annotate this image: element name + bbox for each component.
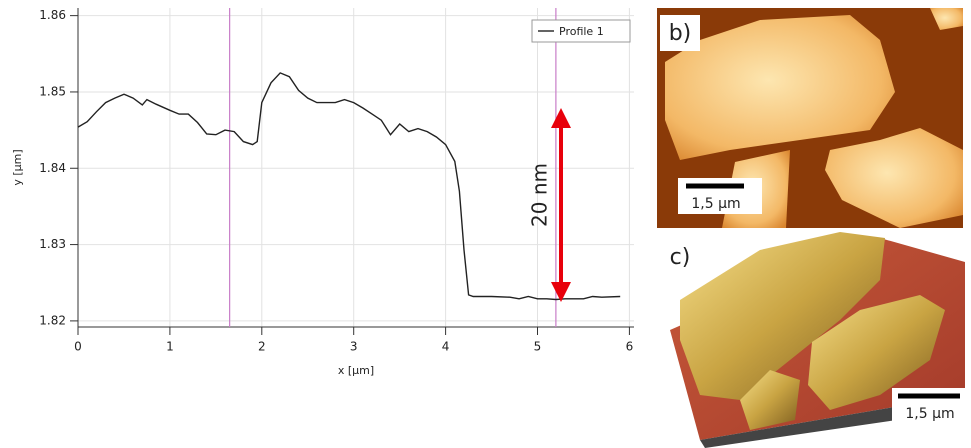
x-tick-label: 6 [626, 340, 634, 354]
x-tick-label: 2 [258, 340, 266, 354]
y-tick-label: 1.82 [39, 313, 66, 327]
y-tick-label: 1.86 [39, 8, 66, 22]
plot-area [78, 8, 634, 327]
x-tick-label: 3 [350, 340, 358, 354]
panel-label: c) [670, 245, 691, 270]
y-tick-label: 1.84 [39, 161, 66, 175]
panel-label: b) [669, 21, 692, 46]
scale-bar-label: 1,5 µm [905, 406, 954, 422]
arrow-head [551, 282, 571, 302]
arrow-head [551, 108, 571, 128]
y-tick-label: 1.83 [39, 237, 66, 251]
x-tick-label: 1 [166, 340, 174, 354]
y-tick-label: 1.85 [39, 84, 66, 98]
afm-3d-c: c) 1,5 µm [663, 232, 968, 448]
y-axis-label: y [µm] [11, 149, 24, 185]
legend-label: Profile 1 [559, 25, 604, 38]
afm-image-b: b) 1,5 µm [657, 8, 963, 228]
x-tick-label: 5 [534, 340, 542, 354]
profile-line [77, 72, 621, 301]
scale-bar-label: 1,5 µm [691, 196, 740, 212]
legend-box [531, 19, 631, 43]
annotation: 20 nm [528, 163, 552, 227]
x-axis-label: x [µm] [338, 364, 374, 377]
x-tick-label: 0 [74, 340, 82, 354]
x-tick-label: 4 [442, 340, 450, 354]
